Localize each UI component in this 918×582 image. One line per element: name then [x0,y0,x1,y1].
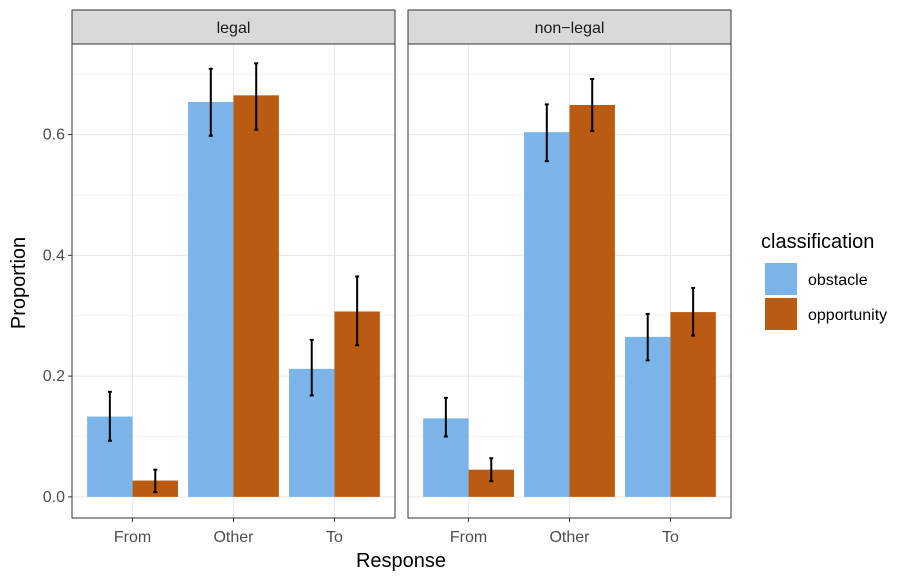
facet-strip [407,9,732,45]
error-bar [208,67,213,137]
facet-strip [71,9,396,45]
bar-obstacle-To [625,336,671,497]
y-axis-title: Proportion [8,237,30,329]
x-tick-label: Other [213,529,254,546]
x-tick-label: Other [549,529,590,546]
legend-label: opportunity [808,307,887,324]
x-tick-label: To [326,529,343,546]
bar-opportunity-Other [233,95,279,497]
legend-key [765,298,797,330]
y-tick-label: 0.0 [43,489,65,506]
bar-obstacle-Other [188,101,234,497]
chart-panels: legal non−legal [71,9,732,519]
bar-obstacle-Other [524,132,570,497]
bar-opportunity-To [670,312,716,497]
error-bar [691,286,696,337]
error-bar [254,62,259,131]
bar-opportunity-Other [569,104,615,497]
error-bar [355,275,360,347]
y-axis: 0.0 0.2 0.4 0.6 [43,127,72,506]
error-bar [107,390,112,442]
error-bar [544,103,549,163]
panel-2: non−legal [407,9,732,519]
panel-1: legal [71,9,396,519]
x-axis-title: Response [356,550,446,572]
y-tick-label: 0.6 [43,127,65,144]
facet-label: legal [217,20,251,37]
legend-item-opportunity: opportunity [765,298,887,330]
x-tick-label: To [662,529,679,546]
error-bar [645,312,650,362]
error-bar [489,457,494,483]
error-bar [443,396,448,438]
legend-key [765,263,797,295]
legend-label: obstacle [808,272,868,289]
error-bar [309,338,314,397]
y-tick-label: 0.2 [43,368,65,385]
y-tick-label: 0.4 [43,247,65,264]
error-bar [153,468,158,494]
legend-item-obstacle: obstacle [765,263,868,295]
x-tick-label: From [114,529,151,546]
legend: classification obstacle opportunity [761,231,887,330]
x-axis: From Other To From Other To [114,518,679,546]
x-tick-label: From [450,529,487,546]
facet-label: non−legal [535,20,605,37]
error-bar [590,78,595,132]
legend-title: classification [761,231,874,253]
